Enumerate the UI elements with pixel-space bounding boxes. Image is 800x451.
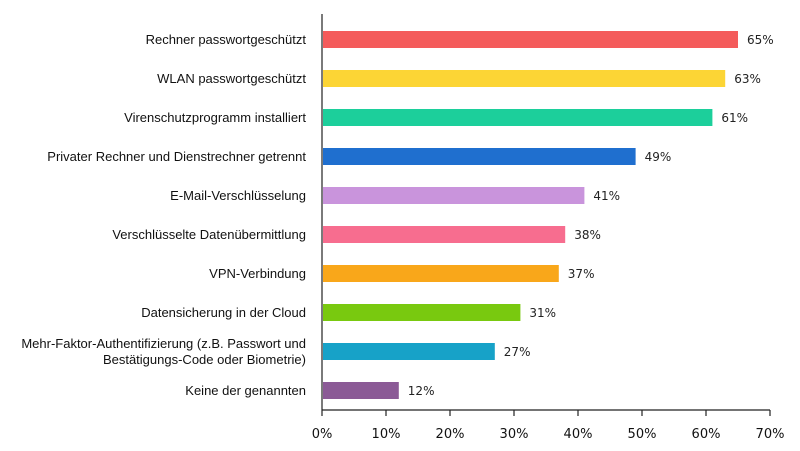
x-tick-label: 50% (628, 427, 657, 442)
value-label: 65% (747, 33, 774, 47)
bar (323, 187, 585, 204)
category-label: Keine der genannten (185, 383, 306, 398)
value-label: 38% (574, 228, 601, 242)
category-label: E-Mail-Verschlüsselung (170, 188, 306, 203)
x-tick-label: 60% (692, 427, 721, 442)
bar (323, 226, 566, 243)
value-label: 41% (593, 189, 620, 203)
bar (323, 31, 738, 48)
category-label: WLAN passwortgeschützt (157, 71, 306, 86)
bar (323, 265, 559, 282)
category-label: Datensicherung in der Cloud (141, 305, 306, 320)
bar (323, 109, 713, 126)
x-tick-label: 10% (372, 427, 401, 442)
value-label: 12% (408, 384, 435, 398)
bar (323, 148, 636, 165)
x-tick-label: 70% (756, 427, 785, 442)
value-label: 63% (734, 72, 761, 86)
value-label: 37% (568, 267, 595, 281)
value-label: 27% (504, 345, 531, 359)
x-tick-label: 20% (436, 427, 465, 442)
value-label: 49% (645, 150, 672, 164)
bar (323, 382, 399, 399)
x-tick-label: 30% (500, 427, 529, 442)
category-label: Verschlüsselte Datenübermittlung (112, 227, 306, 242)
value-label: 61% (721, 111, 748, 125)
x-tick-label: 0% (312, 427, 333, 442)
category-label: Mehr-Faktor-Authentifizierung (z.B. Pass… (21, 336, 306, 367)
category-label: Privater Rechner und Dienstrechner getre… (47, 149, 306, 164)
bar (323, 70, 726, 87)
value-label: 31% (529, 306, 556, 320)
bar (323, 343, 495, 360)
category-label: VPN-Verbindung (209, 266, 306, 281)
category-label: Virenschutzprogramm installiert (124, 110, 306, 125)
bar (323, 304, 521, 321)
category-label: Rechner passwortgeschützt (146, 32, 307, 47)
x-tick-label: 40% (564, 427, 593, 442)
